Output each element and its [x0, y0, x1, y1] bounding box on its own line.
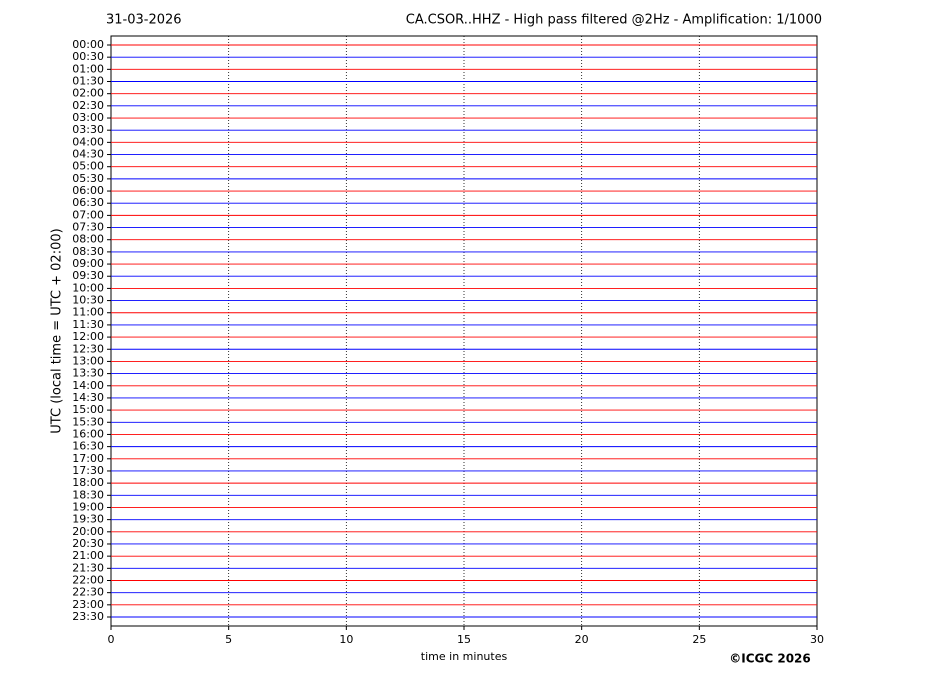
y-tick-label: 18:30: [72, 488, 104, 501]
x-tick-label: 0: [108, 633, 115, 646]
y-tick-label: 07:00: [72, 208, 104, 221]
y-tick-label: 03:00: [72, 111, 104, 124]
y-tick-label: 06:00: [72, 184, 104, 197]
x-tick-label: 15: [457, 633, 471, 646]
y-tick-label: 09:30: [72, 269, 104, 282]
y-axis-label: UTC (local time = UTC + 02:00): [50, 228, 65, 433]
y-tick-label: 12:30: [72, 342, 104, 355]
y-tick-label: 11:00: [72, 306, 104, 319]
y-tick-label: 00:00: [72, 38, 104, 51]
x-axis-label: time in minutes: [421, 650, 508, 663]
y-tick-label: 14:00: [72, 379, 104, 392]
y-tick-label: 01:00: [72, 62, 104, 75]
y-tick-label: 10:00: [72, 281, 104, 294]
y-tick-label: 13:00: [72, 354, 104, 367]
y-tick-label: 10:30: [72, 294, 104, 307]
x-tick-label: 25: [692, 633, 706, 646]
y-tick-label: 21:30: [72, 561, 104, 574]
y-tick-label: 08:30: [72, 245, 104, 258]
y-tick-label: 22:30: [72, 586, 104, 599]
y-tick-label: 23:00: [72, 598, 104, 611]
y-tick-label: 11:30: [72, 318, 104, 331]
y-tick-label: 06:30: [72, 196, 104, 209]
y-tick-label: 16:00: [72, 427, 104, 440]
y-tick-label: 05:00: [72, 160, 104, 173]
y-tick-label: 04:30: [72, 148, 104, 161]
y-tick-label: 05:30: [72, 172, 104, 185]
y-tick-label: 17:00: [72, 452, 104, 465]
y-tick-label: 02:00: [72, 87, 104, 100]
y-tick-label: 16:30: [72, 440, 104, 453]
y-tick-label: 23:30: [72, 610, 104, 623]
y-tick-label: 19:00: [72, 500, 104, 513]
chart-date: 31-03-2026: [106, 13, 182, 28]
y-tick-label: 01:30: [72, 75, 104, 88]
y-tick-label: 07:30: [72, 221, 104, 234]
y-tick-label: 14:30: [72, 391, 104, 404]
chart-title: CA.CSOR..HHZ - High pass filtered @2Hz -…: [406, 13, 822, 28]
y-tick-label: 03:30: [72, 123, 104, 136]
x-tick-label: 5: [225, 633, 232, 646]
y-tick-label: 22:00: [72, 573, 104, 586]
y-tick-label: 20:30: [72, 537, 104, 550]
y-tick-label: 19:30: [72, 513, 104, 526]
y-tick-label: 08:00: [72, 233, 104, 246]
y-tick-label: 15:30: [72, 415, 104, 428]
y-tick-label: 15:00: [72, 403, 104, 416]
y-tick-label: 04:00: [72, 135, 104, 148]
y-tick-label: 20:00: [72, 525, 104, 538]
y-tick-label: 02:30: [72, 99, 104, 112]
y-tick-label: 13:30: [72, 367, 104, 380]
y-tick-label: 21:00: [72, 549, 104, 562]
x-tick-label: 30: [810, 633, 824, 646]
y-tick-label: 09:00: [72, 257, 104, 270]
y-tick-label: 17:30: [72, 464, 104, 477]
y-tick-label: 00:30: [72, 50, 104, 63]
y-tick-label: 18:00: [72, 476, 104, 489]
y-tick-label: 12:00: [72, 330, 104, 343]
x-tick-label: 10: [339, 633, 353, 646]
x-tick-label: 20: [575, 633, 589, 646]
copyright: ©ICGC 2026: [729, 652, 811, 666]
